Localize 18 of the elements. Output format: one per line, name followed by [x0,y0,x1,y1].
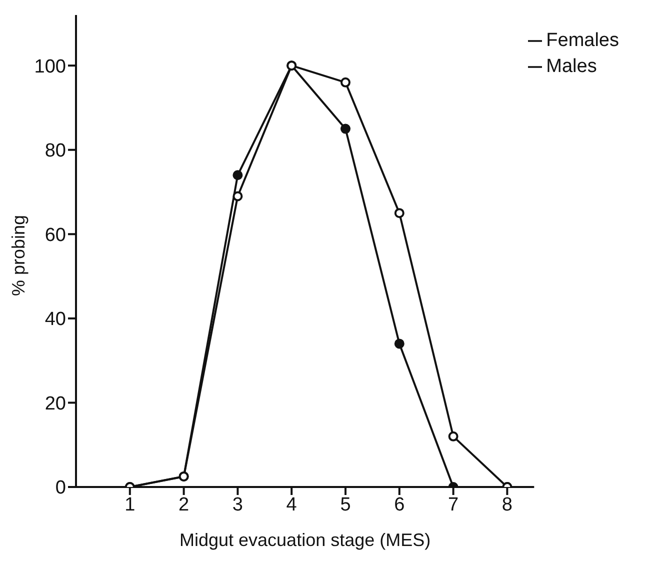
y-tick-label: 60 [44,224,66,246]
y-tick-label: 20 [44,393,66,414]
x-tick-label: 2 [178,494,190,516]
y-tick-label: 40 [44,309,66,330]
y-tick-label: 0 [55,478,66,499]
y-axis-title: % probing [8,214,28,296]
x-tick-label: 8 [502,494,512,516]
x-tick-label: 6 [394,494,405,516]
y-tick-label: 80 [44,140,66,162]
x-tick-label: 4 [286,494,298,516]
y-tick-label: 100 [34,56,66,78]
legend-label: Males [546,56,597,77]
x-tick-label: 3 [232,494,243,516]
x-tick-label: 7 [448,494,459,516]
legend-label: Females [546,30,619,51]
x-tick-label: 5 [340,494,351,516]
x-tick-label: 1 [124,494,136,516]
x-axis-title: Midgut evacuation stage (MES) [180,530,431,550]
